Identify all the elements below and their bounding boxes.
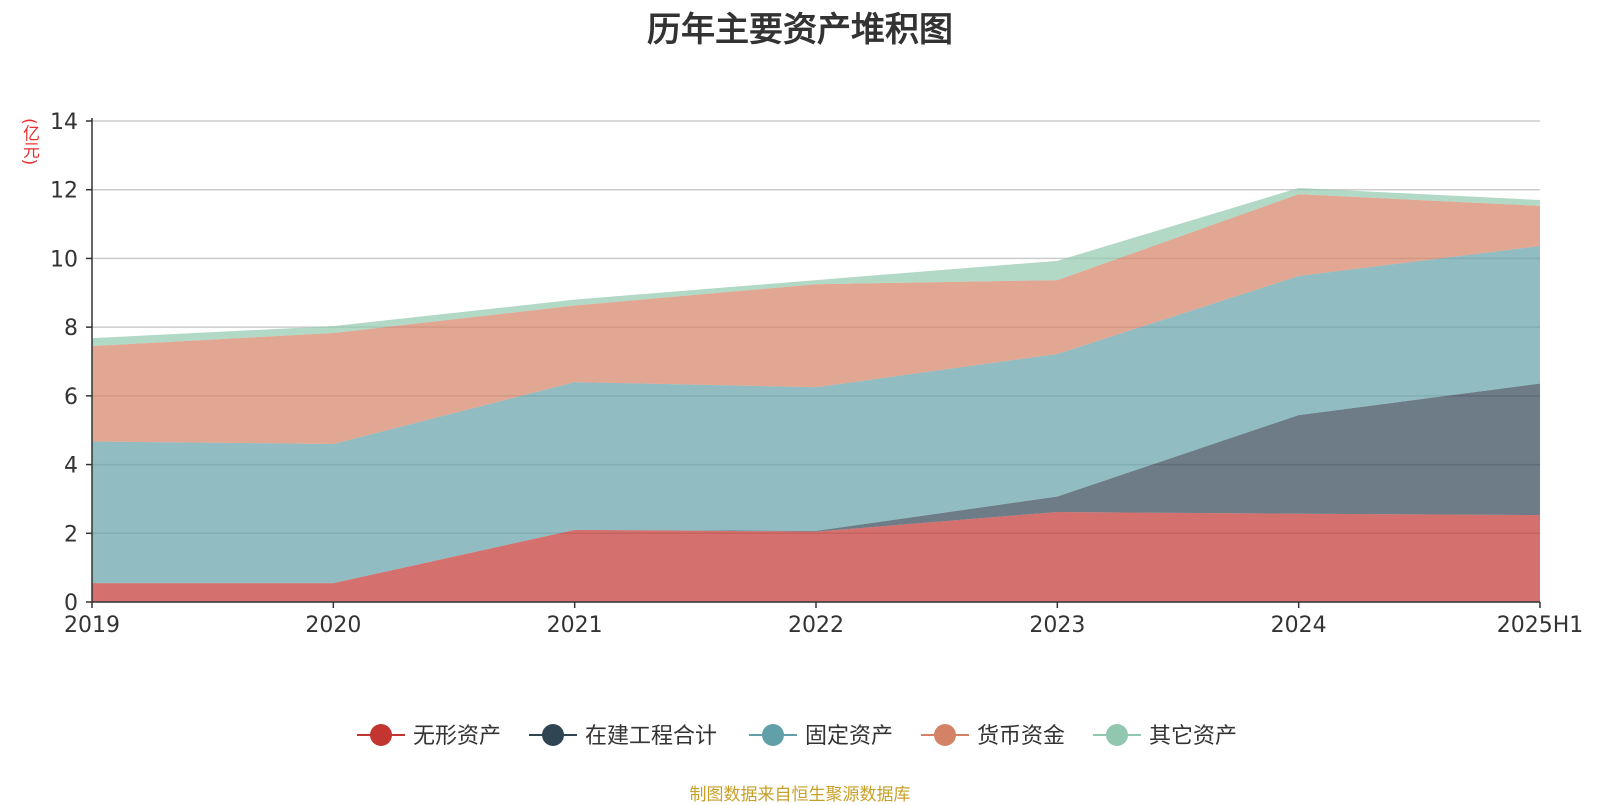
y-axis-unit-label: (亿元) — [19, 118, 39, 166]
axes: 0 2 4 6 8 10 12 14 2019 2020 2021 2022 2023 2024 2025H… — [50, 110, 1583, 638]
x-tick-label: 2024 — [1271, 613, 1327, 638]
area-series-3 — [92, 194, 1540, 444]
legend-item-0[interactable]: 无形资产 — [357, 724, 501, 749]
legend-item-1[interactable]: 在建工程合计 — [529, 724, 717, 749]
y-tick-label: 4 — [64, 454, 78, 479]
y-tick-label: 10 — [50, 247, 78, 272]
area-series-2 — [92, 246, 1540, 584]
legend-label: 货币资金 — [977, 724, 1065, 749]
legend-item-3[interactable]: 货币资金 — [921, 724, 1065, 749]
y-tick-label: 12 — [50, 179, 78, 204]
legend-item-4[interactable]: 其它资产 — [1093, 724, 1237, 749]
source-note: 制图数据来自恒生聚源数据库 — [689, 785, 911, 805]
area-series-layer — [92, 187, 1540, 602]
legend-marker — [934, 724, 956, 746]
legend-label: 在建工程合计 — [585, 724, 717, 749]
legend-label: 固定资产 — [805, 724, 893, 749]
y-tick-label: 14 — [50, 110, 78, 135]
x-tick-label: 2025H1 — [1497, 613, 1584, 638]
x-tick-label: 2020 — [305, 613, 361, 638]
legend-marker — [1106, 724, 1128, 746]
legend-label: 无形资产 — [413, 724, 501, 749]
legend[interactable]: 无形资产 在建工程合计 固定资产 货币资金 其它资产 — [357, 724, 1237, 749]
area-series-4 — [92, 187, 1540, 347]
area-series-0 — [92, 511, 1540, 602]
legend-label: 其它资产 — [1149, 724, 1237, 749]
y-tick-label: 8 — [64, 316, 78, 341]
y-tick-label: 2 — [64, 522, 78, 547]
x-tick-label: 2021 — [547, 613, 603, 638]
legend-marker — [762, 724, 784, 746]
y-tick-label: 0 — [64, 591, 78, 616]
x-tick-label: 2023 — [1029, 613, 1085, 638]
y-tick-label: 6 — [64, 385, 78, 410]
legend-item-2[interactable]: 固定资产 — [749, 724, 893, 749]
area-series-1 — [92, 383, 1540, 584]
chart-title: 历年主要资产堆积图 — [647, 10, 953, 50]
legend-marker — [370, 724, 392, 746]
x-tick-label: 2019 — [64, 613, 120, 638]
x-tick-label: 2022 — [788, 613, 844, 638]
legend-marker — [542, 724, 564, 746]
